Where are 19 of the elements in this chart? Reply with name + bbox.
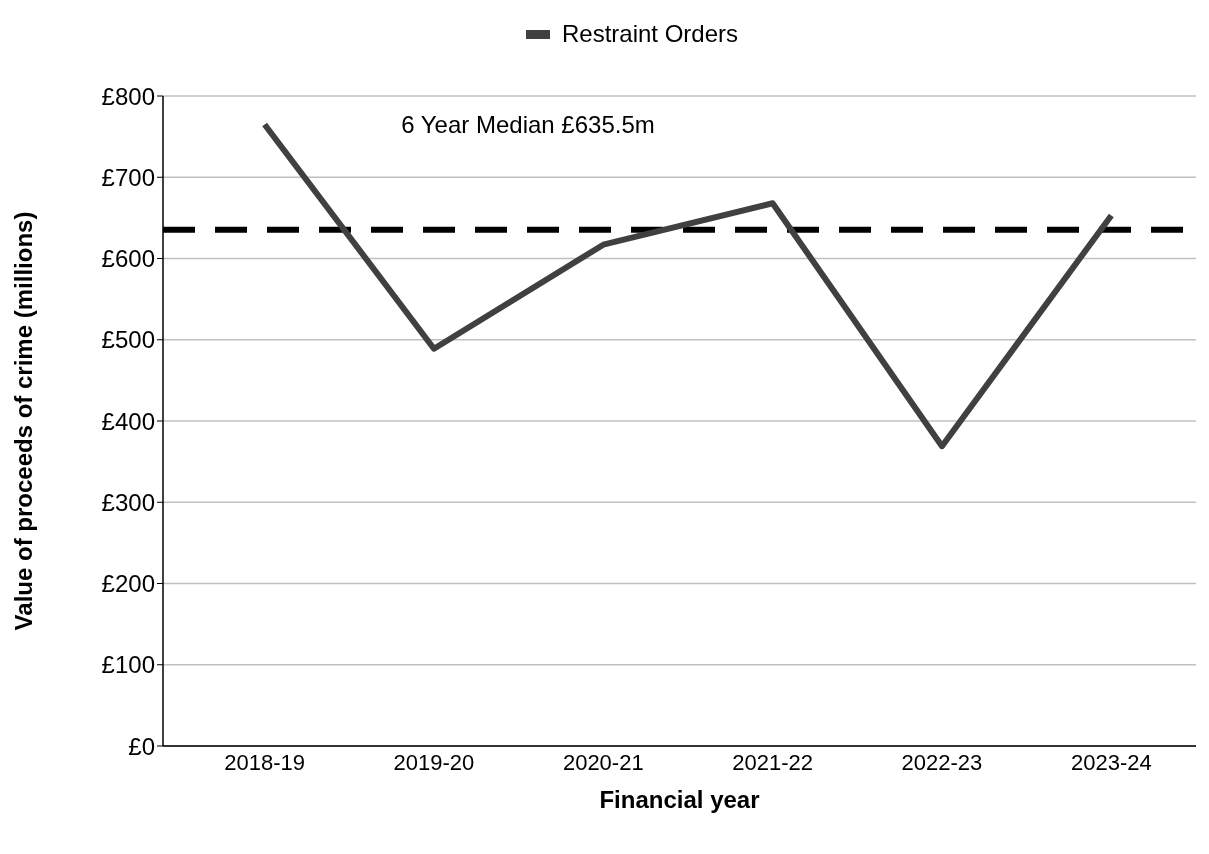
y-axis-title: Value of proceeds of crime (millions) — [9, 211, 37, 631]
y-tick-label: £300 — [101, 488, 155, 516]
x-tick-label: 2020-21 — [562, 749, 644, 775]
y-tick-label: £200 — [101, 570, 155, 598]
legend-label: Restraint Orders — [560, 20, 739, 48]
y-tick-label: £0 — [128, 732, 155, 760]
x-tick-label: 2022-23 — [901, 749, 983, 775]
ref-line-label: 6 Year Median £635.5m — [400, 110, 656, 141]
y-tick-label: £600 — [101, 245, 155, 273]
y-tick-label: £400 — [101, 407, 155, 435]
x-tick-label: 2023-24 — [1070, 749, 1152, 775]
x-axis-title: Financial year — [599, 786, 760, 813]
x-tick-label: 2019-20 — [393, 749, 475, 775]
y-tick-label: £500 — [101, 326, 155, 354]
y-tick-label: £800 — [101, 82, 155, 110]
x-tick-label: 2018-19 — [224, 749, 305, 775]
x-tick-label: 2021-22 — [732, 749, 814, 775]
y-tick-label: £700 — [101, 163, 155, 191]
y-tick-label: £100 — [101, 651, 155, 679]
